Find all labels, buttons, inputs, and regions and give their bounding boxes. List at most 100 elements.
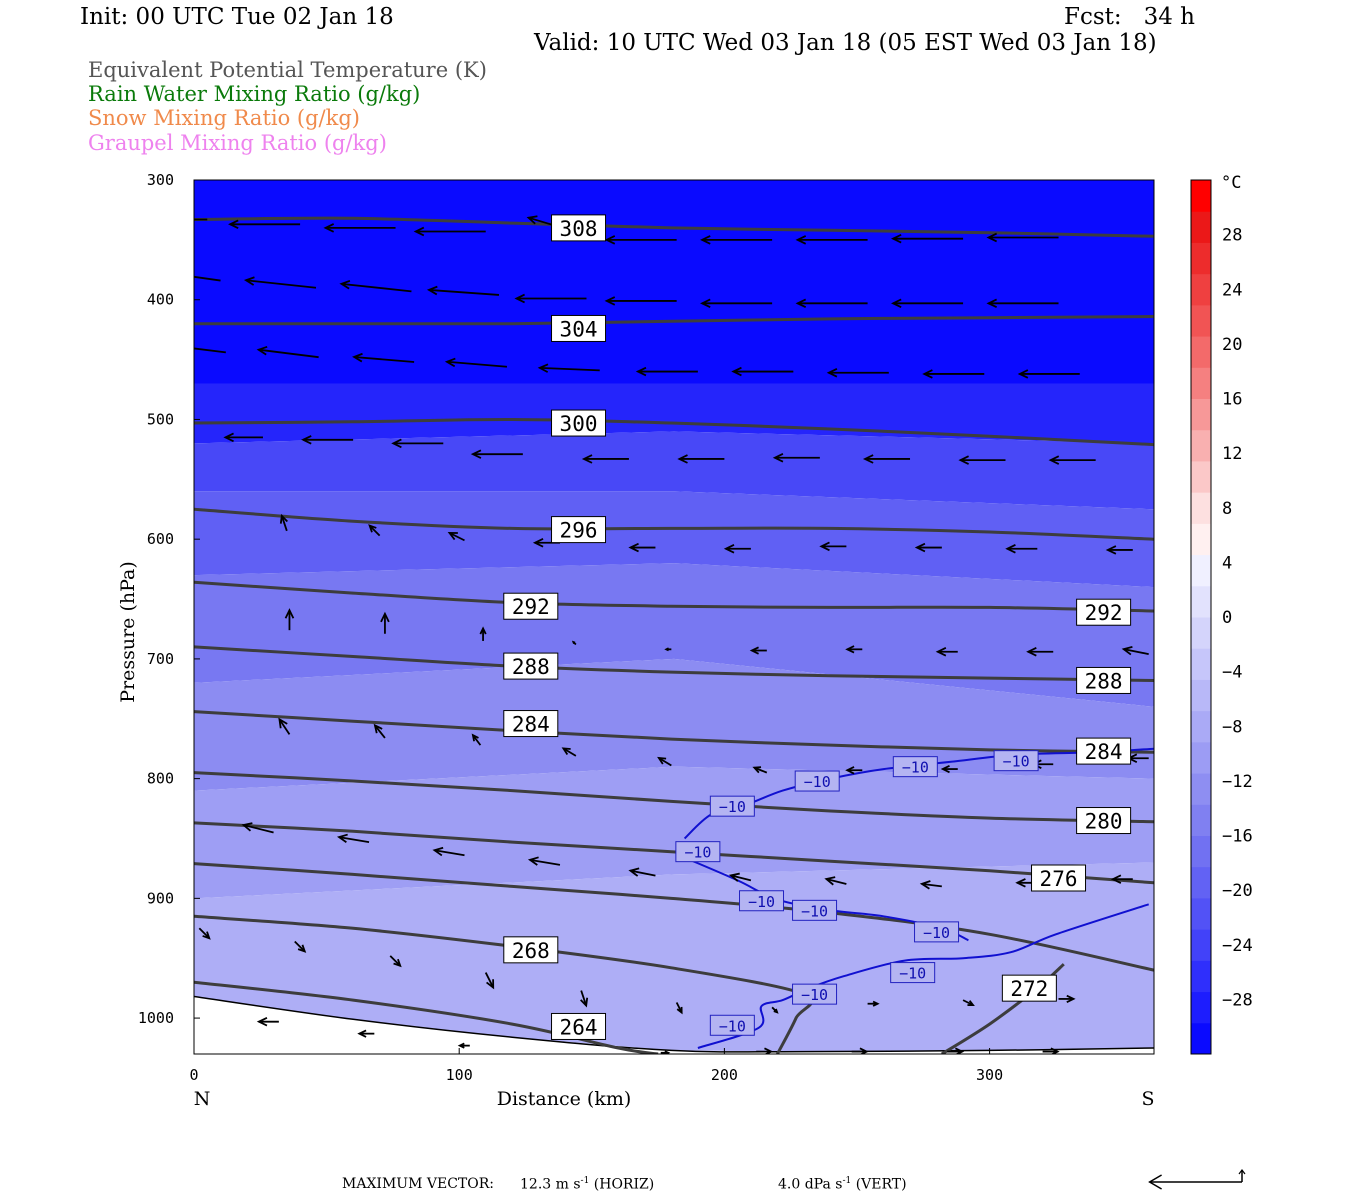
isotherm-label-box — [993, 750, 1039, 772]
theta-e-line — [194, 645, 1154, 682]
wind-vector — [1058, 994, 1076, 1003]
colorbar-tick-label: 16 — [1222, 390, 1242, 410]
wind-vector — [432, 846, 465, 857]
colorbar-swatch — [1191, 679, 1211, 712]
isotherm-label: −10 — [675, 841, 721, 863]
wind-vector — [819, 541, 847, 552]
wind-vector — [479, 626, 487, 641]
wind-head — [958, 455, 969, 465]
wind-head — [824, 876, 836, 886]
reference-arrow — [1148, 1169, 1246, 1190]
theta-e-label: 292 — [1076, 598, 1132, 626]
ref-horiz-head — [1148, 1174, 1162, 1190]
wind-shaft — [243, 824, 274, 834]
wind-head — [256, 1016, 268, 1027]
isotherm-label-box — [792, 983, 838, 1005]
wind-vector — [194, 218, 208, 221]
wind-head — [256, 345, 268, 356]
wind-head — [486, 979, 495, 990]
wind-head — [700, 235, 711, 245]
colorbar-tick-label: 4 — [1222, 553, 1232, 573]
theta-e-label-text: 296 — [560, 519, 598, 543]
wind-vector — [323, 223, 396, 233]
wind-vector — [935, 646, 958, 657]
wind-vector — [391, 438, 444, 449]
wind-head — [845, 766, 855, 775]
x-tick-label: 100 — [446, 1066, 473, 1084]
legend-theta-e: Equivalent Potential Temperature (K) — [88, 58, 487, 82]
theta-e-line — [194, 417, 1154, 447]
colorbar-swatch — [1191, 585, 1211, 618]
wind-shaft — [354, 356, 415, 363]
isotherm-label: −10 — [709, 795, 755, 817]
wind-vector — [301, 435, 354, 445]
wind-head — [380, 611, 390, 623]
wind-shaft — [484, 972, 495, 988]
x-tick-label: 0 — [189, 1066, 198, 1084]
wind-head — [773, 1008, 779, 1014]
isotherm-label-box — [914, 921, 960, 943]
wind-vector — [357, 1029, 375, 1038]
colorbar-swatch — [1191, 866, 1211, 899]
colorbar-swatch — [1191, 897, 1211, 930]
colorbar-swatch — [1191, 273, 1211, 306]
wind-vector — [336, 833, 370, 844]
wind-head — [967, 1000, 975, 1007]
isotherm-label-box — [709, 795, 755, 817]
wind-head — [447, 531, 458, 541]
wind-head — [532, 538, 544, 548]
theta-e-label-box — [551, 214, 607, 242]
wind-head — [890, 233, 902, 244]
isotherm-labels: −10 −10 −10 −10 −10 −10 −10 −10 −10 −10 −10 — [675, 750, 1039, 1036]
y-tick-label: 800 — [147, 770, 174, 788]
isotherm-label: −10 — [794, 770, 840, 792]
wind-head — [479, 626, 487, 635]
axes: 300 400 500 600 700 800 900 1000 0 100 200 300 Press… — [117, 171, 1155, 1110]
wind-vector — [457, 1042, 470, 1049]
colorbar-tick-label: −20 — [1222, 881, 1253, 901]
wind-vector — [677, 454, 725, 464]
theta-e-label-box — [551, 1012, 607, 1040]
wind-vector — [700, 298, 773, 309]
wind-head — [604, 235, 616, 245]
wind-vector — [604, 235, 677, 245]
horiz-unit: m s — [555, 1176, 581, 1193]
wind-head — [202, 931, 211, 940]
wind-vector — [845, 645, 863, 654]
wind-vector — [986, 298, 1059, 309]
wind-vector — [198, 927, 211, 940]
wind-head — [752, 766, 762, 774]
isotherm-label-text: −10 — [1003, 753, 1030, 771]
wind-vector — [795, 298, 868, 309]
wind-shaft — [446, 360, 508, 368]
wind-vector — [581, 454, 629, 464]
isotherm-label: −10 — [792, 899, 838, 921]
init-time: Init: 00 UTC Tue 02 Jan 18 — [80, 4, 394, 30]
wind-head — [297, 944, 307, 953]
wind-vector — [914, 542, 942, 553]
legend-graupel: Graupel Mixing Ratio (g/kg) — [88, 131, 387, 155]
wind-shaft — [921, 882, 942, 888]
wind-vector — [194, 347, 226, 354]
wind-head — [526, 215, 538, 225]
wind-vector — [571, 640, 577, 646]
wind-vector — [1048, 455, 1096, 465]
wind-vector — [635, 366, 698, 377]
theta-e-label: 296 — [551, 516, 607, 544]
wind-vector — [426, 285, 500, 296]
theta-e-contours — [194, 216, 1154, 1054]
plot-frame — [193, 179, 1155, 1055]
horiz-value: 12.3 — [520, 1176, 552, 1193]
isotherm-label: −10 — [709, 1014, 755, 1036]
temperature-band — [194, 180, 1154, 384]
wind-head — [1105, 545, 1117, 555]
vert-value: 4.0 — [778, 1176, 801, 1193]
theta-e-label-box — [1001, 974, 1057, 1002]
wind-vector — [256, 1016, 279, 1027]
wind-head — [986, 298, 998, 309]
colorbar-swatch — [1191, 929, 1211, 961]
wind-vector — [279, 513, 288, 532]
theta-e-label-box — [551, 314, 607, 342]
max-vector-horiz: 12.3 m s-1 (HORIZ) — [520, 1176, 654, 1193]
colorbar-swatch — [1191, 336, 1211, 368]
